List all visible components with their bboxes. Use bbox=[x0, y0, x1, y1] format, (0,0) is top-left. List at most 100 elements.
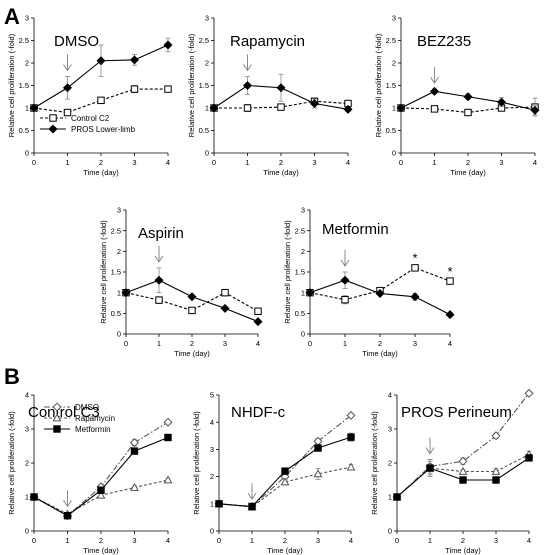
legend-entry: PROS Lower-limb bbox=[40, 124, 136, 134]
x-tick-label: 2 bbox=[190, 339, 194, 348]
data-point bbox=[121, 288, 131, 298]
x-tick-label: 3 bbox=[132, 158, 136, 167]
x-tick-label: 1 bbox=[343, 339, 347, 348]
y-tick-label: 0.5 bbox=[111, 309, 121, 318]
treatment-arrow bbox=[63, 54, 72, 72]
x-tick-label: 3 bbox=[413, 339, 417, 348]
chart-rapamycin: 0 0.5 1 1.5 2 2.5 3 0 1 2 3 4 Time (day) Relative cel… bbox=[187, 14, 353, 177]
data-point bbox=[446, 277, 454, 285]
x-tick-label: 4 bbox=[346, 158, 350, 167]
data-point bbox=[164, 85, 172, 93]
y-tick-label: 0.5 bbox=[19, 126, 29, 135]
x-tick-label: 3 bbox=[494, 536, 498, 545]
x-axis-label: Time (day) bbox=[83, 168, 119, 177]
x-tick-label: 0 bbox=[217, 536, 221, 545]
data-point bbox=[410, 292, 420, 302]
y-tick-label: 0 bbox=[301, 330, 305, 339]
y-tick-label: 2.5 bbox=[19, 36, 29, 45]
chart-title: DMSO bbox=[54, 33, 99, 50]
data-point bbox=[375, 288, 385, 299]
data-point bbox=[340, 275, 350, 285]
x-tick-label: 3 bbox=[316, 536, 320, 545]
y-tick-label: 2.5 bbox=[386, 36, 396, 45]
x-tick-label: 0 bbox=[399, 158, 403, 167]
x-axis-label: Time (day) bbox=[445, 546, 481, 555]
x-tick-label: 3 bbox=[312, 158, 316, 167]
y-tick-label: 2.5 bbox=[199, 36, 209, 45]
x-axis-label: Time (day) bbox=[450, 168, 486, 177]
legend-label: Control C2 bbox=[71, 114, 110, 123]
data-point bbox=[62, 83, 73, 93]
data-point bbox=[154, 275, 164, 285]
legend-marker bbox=[48, 124, 58, 134]
y-tick-label: 3 bbox=[117, 206, 121, 215]
data-point bbox=[188, 306, 196, 315]
series-0 bbox=[214, 410, 356, 512]
x-tick-label: 0 bbox=[124, 339, 128, 348]
data-point bbox=[220, 303, 230, 313]
chart-title: Aspirin bbox=[138, 225, 184, 242]
data-point bbox=[97, 96, 105, 105]
y-tick-label: 1 bbox=[392, 104, 396, 113]
significance-asterisk: * bbox=[412, 251, 417, 266]
y-tick-label: 1.5 bbox=[199, 81, 209, 90]
y-tick-label: 2 bbox=[388, 459, 392, 468]
data-point bbox=[426, 464, 434, 472]
y-tick-label: 3 bbox=[392, 14, 396, 23]
chart-aspirin: 0 0.5 1 1.5 2 2.5 3 0 1 2 3 4 Time (day) Relative cel… bbox=[99, 206, 263, 358]
series-1 bbox=[121, 267, 263, 327]
panel-b-label: B bbox=[4, 364, 20, 389]
x-tick-label: 4 bbox=[349, 536, 353, 545]
x-tick-label: 4 bbox=[527, 536, 531, 545]
legend: Control C2 PROS Lower-limb bbox=[40, 114, 136, 134]
data-point bbox=[187, 292, 197, 302]
x-tick-label: 1 bbox=[250, 536, 254, 545]
chart-dmso: 0 0.5 1 1.5 2 2.5 3 0 1 2 3 4 Time (day) Relative cel… bbox=[7, 14, 173, 177]
data-point bbox=[130, 482, 139, 491]
y-axis-label: Relative cell proliferation (-fold) bbox=[370, 411, 379, 515]
legend-marker bbox=[52, 413, 62, 422]
x-tick-label: 2 bbox=[466, 158, 470, 167]
data-point bbox=[221, 288, 229, 297]
data-point bbox=[243, 104, 252, 112]
data-point bbox=[458, 466, 468, 475]
y-tick-label: 3 bbox=[388, 425, 392, 434]
panel-a-label: A bbox=[4, 4, 20, 29]
data-point bbox=[463, 92, 473, 102]
data-point bbox=[429, 86, 440, 96]
legend-marker bbox=[49, 114, 57, 122]
chart-bez235: 0 0.5 1 1.5 2 2.5 3 0 1 2 3 4 Time (day) Relative cel… bbox=[374, 14, 540, 177]
y-tick-label: 0.5 bbox=[199, 126, 209, 135]
series-2 bbox=[393, 454, 533, 501]
data-point bbox=[313, 469, 323, 478]
y-tick-label: 3 bbox=[210, 445, 214, 454]
y-axis-label: Relative cell proliferation (-fold) bbox=[7, 411, 16, 515]
data-point bbox=[254, 307, 262, 315]
y-tick-label: 2 bbox=[117, 247, 121, 256]
x-tick-label: 3 bbox=[499, 158, 503, 167]
chart-nhdf_c: 0 1 2 3 4 5 0 1 2 3 4 Time (day) Relative cell proli… bbox=[192, 391, 356, 555]
data-point bbox=[530, 105, 540, 115]
series-2 bbox=[30, 433, 172, 520]
treatment-arrow bbox=[243, 54, 252, 72]
x-axis-label: Time (day) bbox=[174, 349, 210, 358]
x-tick-label: 3 bbox=[223, 339, 227, 348]
series-1 bbox=[396, 86, 540, 116]
data-point bbox=[30, 493, 38, 501]
data-point bbox=[97, 486, 105, 494]
x-tick-label: 2 bbox=[279, 158, 283, 167]
data-point bbox=[309, 98, 320, 109]
data-point bbox=[242, 80, 253, 91]
x-axis-label: Time (day) bbox=[362, 349, 398, 358]
x-tick-label: 2 bbox=[461, 536, 465, 545]
series-line bbox=[125, 292, 259, 312]
chart-title: Control C3 bbox=[28, 404, 100, 421]
y-tick-label: 1 bbox=[25, 493, 29, 502]
data-point bbox=[253, 317, 263, 327]
data-point bbox=[430, 105, 439, 113]
data-point bbox=[130, 447, 139, 455]
data-point bbox=[341, 295, 349, 304]
treatment-arrow bbox=[247, 483, 257, 501]
y-tick-label: 0 bbox=[210, 527, 214, 536]
chart-title: Metformin bbox=[322, 221, 389, 238]
